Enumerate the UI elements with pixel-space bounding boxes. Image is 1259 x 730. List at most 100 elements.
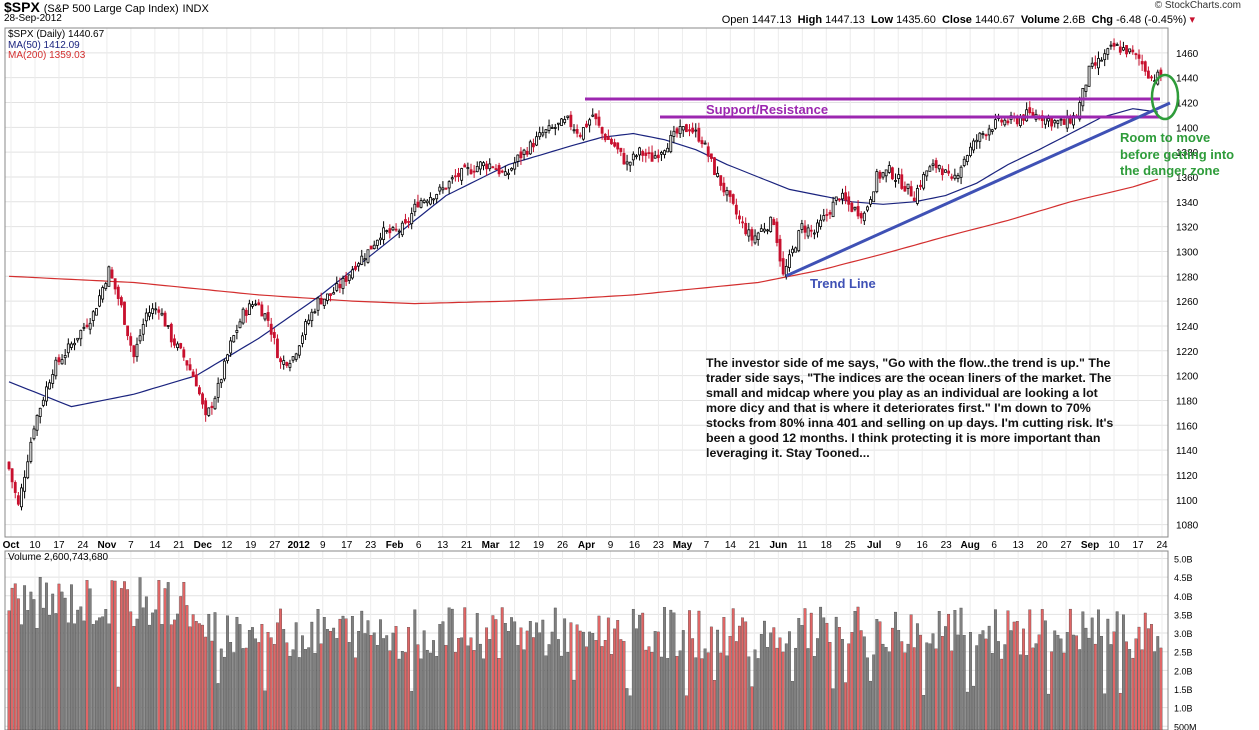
- volume-bar: [397, 658, 401, 730]
- volume-bar: [1146, 628, 1150, 730]
- volume-bar: [26, 610, 30, 730]
- volume-bar: [697, 610, 701, 730]
- volume-bar: [965, 691, 969, 730]
- candle-body: [244, 309, 248, 316]
- volume-bar: [235, 616, 239, 730]
- volume-bar: [23, 585, 27, 730]
- candle-body: [547, 125, 551, 131]
- x-tick-label: 18: [821, 540, 833, 551]
- candle-body: [310, 311, 314, 322]
- candle-body: [603, 134, 607, 141]
- volume-bar: [940, 636, 944, 730]
- trend-line: [785, 101, 1171, 278]
- volume-bar: [1109, 644, 1113, 730]
- volume-bar: [176, 613, 179, 730]
- volume-bar: [797, 618, 801, 730]
- candle-body: [166, 325, 170, 327]
- candle-body: [179, 343, 183, 349]
- candle-body: [51, 374, 55, 384]
- volume-bar: [1028, 609, 1032, 730]
- candle-body: [482, 162, 485, 167]
- candle-body: [94, 308, 98, 316]
- candle-body: [1053, 120, 1057, 124]
- volume-tick-label: 2.5B: [1174, 648, 1193, 658]
- candle-body: [26, 461, 30, 479]
- volume-bar: [263, 690, 267, 730]
- candle-body: [416, 201, 420, 208]
- index-name: (S&P 500 Large Cap Index): [43, 3, 179, 15]
- volume-bar: [1150, 624, 1153, 730]
- candle-body: [513, 162, 517, 170]
- candle-body: [79, 329, 83, 340]
- volume-bar: [191, 614, 195, 730]
- candle-body: [816, 222, 819, 233]
- volume-bar: [706, 652, 710, 730]
- candle-body: [1115, 44, 1119, 46]
- candle-body: [709, 153, 713, 159]
- candle-body: [787, 254, 791, 269]
- volume-bar: [450, 608, 454, 730]
- candle-body: [1134, 53, 1138, 56]
- candle-body: [869, 199, 872, 205]
- volume-bar: [385, 635, 389, 730]
- candle-body: [457, 172, 460, 177]
- candle-body: [429, 196, 432, 205]
- volume-bar: [856, 606, 860, 730]
- volume-bar: [101, 616, 105, 730]
- price-tick-label: 1440: [1176, 74, 1199, 85]
- volume-legend: Volume 2,600,743,680: [8, 552, 109, 563]
- candle-body: [703, 142, 707, 145]
- candle-body: [510, 168, 513, 171]
- candle-body: [535, 136, 538, 146]
- volume-bar: [35, 628, 39, 730]
- volume-bar: [507, 631, 510, 730]
- candle-body: [294, 353, 298, 360]
- volume-bar: [182, 582, 186, 730]
- x-tick-label: 21: [173, 540, 185, 551]
- x-tick-label: 16: [917, 540, 929, 551]
- volume-bar: [513, 621, 517, 730]
- volume-bar: [335, 638, 339, 730]
- candle-body: [291, 356, 295, 361]
- candle-body: [931, 163, 935, 166]
- candle-body: [113, 278, 117, 290]
- volume-bar: [819, 606, 823, 730]
- volume-bar: [660, 656, 663, 730]
- volume-bar: [575, 624, 579, 730]
- candle-body: [41, 399, 45, 406]
- candle-body: [741, 221, 744, 224]
- x-tick-label: 12: [509, 540, 521, 551]
- volume-bar: [38, 577, 42, 730]
- volume-bar: [937, 611, 941, 730]
- volume-bar: [853, 611, 857, 730]
- volume-bar: [394, 626, 398, 730]
- candle-body: [532, 143, 535, 148]
- candle-body: [1015, 118, 1019, 125]
- volume-bar: [129, 611, 133, 730]
- candle-body: [325, 293, 329, 301]
- volume-bar: [528, 621, 532, 730]
- ohlc-bar: Open 1447.13 High 1447.13 Low 1435.60 Cl…: [722, 13, 1195, 26]
- candle-body: [176, 343, 179, 348]
- volume-bar: [753, 649, 757, 730]
- volume-bar: [79, 606, 83, 730]
- volume-bar: [213, 612, 217, 730]
- candle-body: [622, 152, 626, 165]
- x-tick-label: 9: [895, 540, 901, 551]
- candle-body: [859, 213, 863, 219]
- candle-body: [619, 147, 623, 152]
- volume-bar: [1112, 631, 1116, 730]
- candle-body: [959, 166, 963, 178]
- volume-bar: [600, 646, 604, 730]
- volume-bar: [866, 657, 869, 730]
- volume-bar: [900, 641, 904, 730]
- candle-body: [329, 293, 332, 296]
- candle-body: [20, 487, 23, 508]
- candle-body: [803, 225, 807, 233]
- candle-body: [734, 204, 738, 215]
- volume-bar: [291, 649, 295, 730]
- volume-bar: [210, 640, 214, 730]
- volume-bar: [547, 644, 551, 730]
- volume-bar: [766, 647, 769, 730]
- candle-body: [126, 325, 130, 337]
